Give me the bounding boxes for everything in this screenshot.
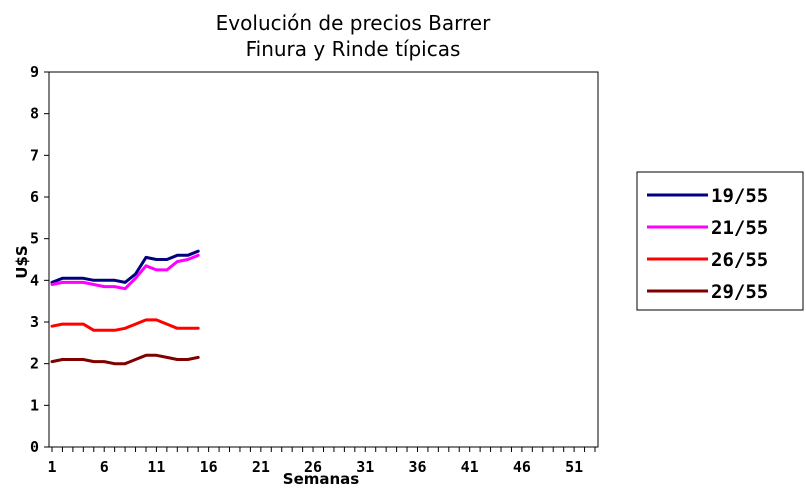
legend-label: 21/55 — [711, 217, 768, 239]
y-axis: 0 1 2 3 4 5 6 7 8 9 — [30, 63, 49, 456]
legend-label: 26/55 — [711, 249, 768, 271]
legend-label: 19/55 — [711, 185, 768, 207]
legend: 19/55 21/55 26/55 29/55 — [647, 185, 768, 303]
series-line-29-55 — [50, 353, 200, 366]
x-tick-label: 1 — [47, 458, 56, 476]
x-tick-label: 21 — [252, 458, 270, 476]
x-tick-label: 31 — [356, 458, 374, 476]
x-tick-label: 16 — [200, 458, 218, 476]
y-tick-label: 9 — [30, 63, 39, 81]
x-tick-label: 46 — [513, 458, 531, 476]
series-line-21-55 — [50, 253, 200, 291]
x-tick-label: 36 — [408, 458, 426, 476]
y-tick-label: 2 — [30, 355, 39, 373]
series-line-19-55 — [50, 249, 200, 284]
y-tick-label: 0 — [30, 438, 39, 456]
x-axis-label: Semanas — [283, 470, 360, 488]
y-tick-label: 4 — [30, 271, 39, 289]
y-tick-label: 8 — [30, 105, 39, 123]
y-tick-label: 6 — [30, 188, 39, 206]
y-tick-label: 7 — [30, 146, 39, 164]
x-tick-label: 6 — [100, 458, 109, 476]
y-tick-label: 3 — [30, 313, 39, 331]
series-line-26-55 — [50, 318, 200, 332]
x-tick-label: 51 — [565, 458, 583, 476]
x-tick-label: 26 — [304, 458, 322, 476]
series-lines — [50, 249, 200, 366]
x-axis: 1 6 11 16 21 26 31 36 41 46 51 — [47, 447, 596, 476]
chart-title-line-2: Finura y Rinde típicas — [246, 37, 461, 61]
x-tick-label: 41 — [461, 458, 479, 476]
y-tick-label: 5 — [30, 230, 39, 248]
legend-label: 29/55 — [711, 281, 768, 303]
plot-area — [48, 71, 599, 448]
y-axis-label: U$S — [13, 245, 31, 278]
y-tick-label: 1 — [30, 396, 39, 414]
chart-title-line-1: Evolución de precios Barrer — [216, 11, 491, 35]
x-tick-label: 11 — [147, 458, 165, 476]
